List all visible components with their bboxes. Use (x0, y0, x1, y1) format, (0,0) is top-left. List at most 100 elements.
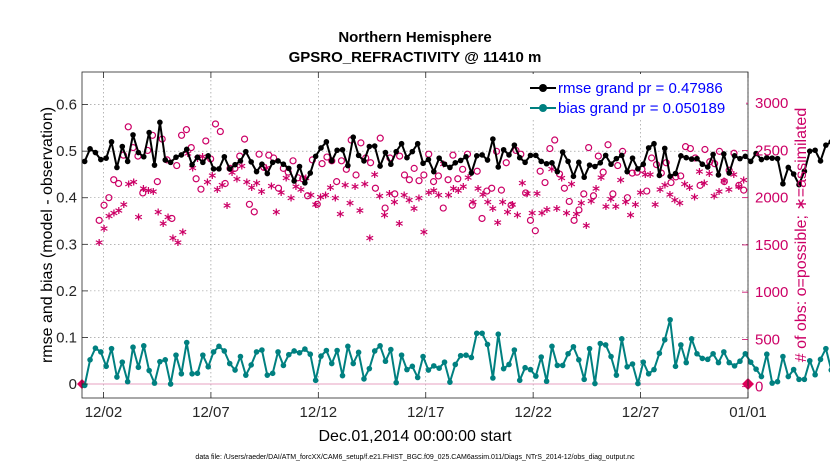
obs-possible-point (333, 178, 341, 186)
rmse-point (377, 163, 383, 169)
x-tick-label: 12/27 (622, 404, 660, 421)
bias-point (97, 349, 104, 355)
obs-assimilated-point: * (681, 177, 689, 195)
chart-title: Northern Hemisphere (338, 29, 491, 46)
bias-point (409, 363, 416, 370)
obs-assimilated-point: * (410, 202, 418, 220)
bias-point (248, 362, 254, 368)
obs-assimilated-point: * (518, 176, 526, 194)
bias-point (377, 343, 383, 349)
rmse-point (506, 152, 512, 158)
bias-point (157, 358, 163, 365)
bias-point (651, 366, 657, 373)
bias-point (216, 343, 222, 350)
obs-possible-point (570, 216, 578, 224)
obs-assimilated-point: * (597, 171, 605, 189)
obs-assimilated-point: * (115, 204, 123, 222)
rmse-point (758, 156, 765, 163)
obs-possible-point (536, 167, 544, 175)
y-axis-left-label: rmse and bias (model - observation) (39, 107, 56, 363)
bias-point (103, 363, 109, 370)
obs-assimilated-point: * (218, 178, 226, 196)
obs-possible-point (507, 201, 515, 209)
bias-point (425, 367, 432, 373)
obs-assimilated-point: * (194, 152, 202, 170)
bias-point (183, 339, 190, 346)
bias-point (205, 363, 212, 370)
rmse-point (753, 150, 759, 157)
rmse-point (328, 158, 335, 164)
rmse-point (130, 132, 136, 138)
rmse-point (157, 119, 163, 126)
y-tick-label-left: 0.4 (56, 190, 77, 207)
rmse-point (570, 173, 577, 180)
obs-possible-point (391, 190, 399, 198)
rmse-point (608, 161, 614, 168)
bias-point (602, 342, 609, 348)
bias-point (275, 349, 281, 355)
obs-possible-point (459, 165, 467, 173)
obs-possible-point (371, 184, 380, 192)
rmse-point (318, 145, 324, 151)
rmse-point (285, 165, 292, 172)
obs-assimilated-point: * (376, 190, 384, 208)
obs-assimilated-point: * (499, 195, 507, 213)
bias-point (678, 342, 684, 348)
bias-point (135, 364, 142, 371)
obs-assimilated-point: * (558, 172, 566, 190)
obs-assimilated-point: * (341, 178, 349, 196)
bias-point (731, 363, 738, 369)
obs-assimilated-point: * (617, 174, 625, 192)
obs-assimilated-point: * (164, 210, 172, 228)
rmse-point (581, 174, 587, 181)
rmse-point (189, 161, 195, 168)
bias-point (173, 352, 179, 358)
bias-point (511, 347, 518, 353)
bias-point (366, 365, 373, 372)
bias-point (688, 336, 695, 342)
rmse-point (81, 158, 88, 165)
bias-point (581, 376, 587, 383)
bias-point (576, 357, 582, 363)
bias-point (371, 348, 378, 354)
bias-point (334, 347, 340, 354)
obs-assimilated-point: * (100, 222, 108, 240)
rmse-point (194, 154, 201, 161)
obs-assimilated-point: * (331, 192, 339, 210)
bias-point (742, 350, 749, 357)
bias-point (667, 316, 673, 323)
obs-assimilated-point: * (228, 166, 236, 184)
bias-point (285, 351, 292, 358)
y-tick-label-left: 0.2 (56, 283, 77, 300)
bias-point (243, 372, 249, 378)
bias-point (253, 349, 260, 355)
obs-assimilated-point: * (371, 168, 379, 186)
obs-assimilated-point: * (312, 198, 320, 216)
obs-assimilated-point: * (184, 147, 192, 165)
obs-assimilated-point: * (459, 180, 467, 198)
bias-point (468, 354, 475, 361)
rmse-point (629, 155, 636, 161)
bias-point (538, 354, 545, 360)
obs-possible-point (473, 167, 481, 175)
rmse-point (683, 154, 690, 161)
bias-point (457, 352, 464, 359)
obs-assimilated-point: * (489, 202, 497, 220)
rmse-point (388, 161, 394, 168)
bias-point (302, 346, 308, 352)
rmse-point (345, 162, 351, 169)
bias-point (130, 344, 136, 351)
obs-assimilated-point: * (533, 187, 541, 205)
obs-possible-point (502, 159, 510, 167)
rmse-point (355, 152, 362, 159)
obs-assimilated-point: * (730, 168, 738, 186)
obs-possible-point (740, 186, 748, 194)
obs-assimilated-point: * (676, 196, 684, 214)
rmse-point (613, 155, 620, 162)
bias-point (463, 352, 469, 358)
series-obs-assimilated: ****************************************… (95, 147, 748, 254)
bias-point (420, 353, 426, 360)
bias-point (527, 366, 534, 373)
bias-point (291, 348, 297, 354)
rmse-point (269, 159, 276, 166)
